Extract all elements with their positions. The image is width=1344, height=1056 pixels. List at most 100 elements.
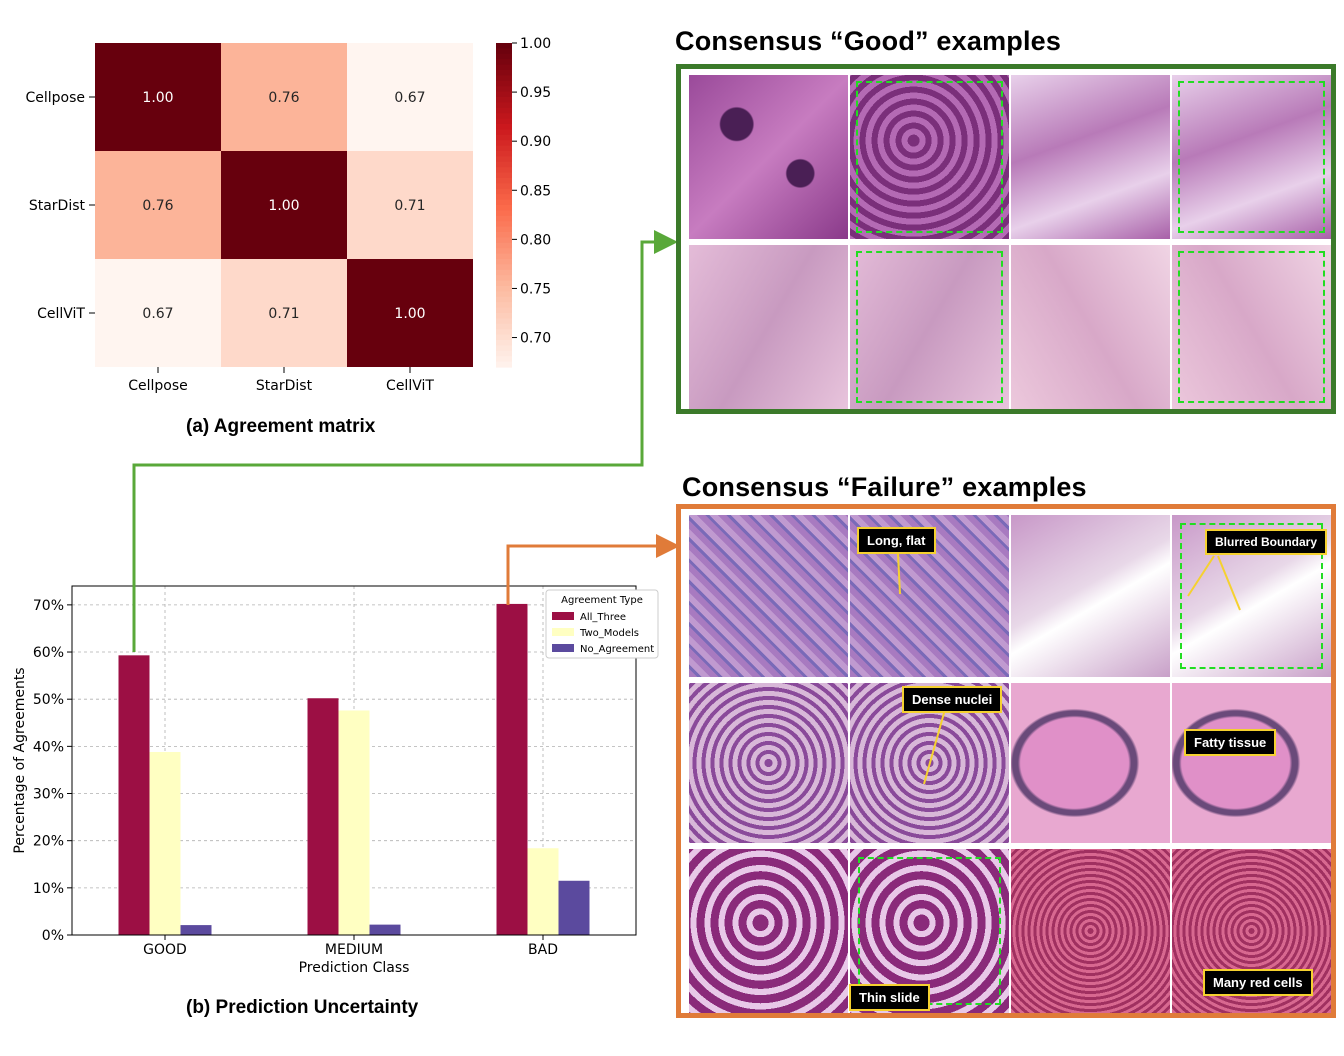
bar-no-agreement [369,924,401,935]
heatmap-cell [95,43,221,151]
colorbar-segment [496,226,512,233]
colorbar-segment [496,80,512,87]
good-tile-5 [689,245,848,409]
bar-no-agreement [558,880,590,935]
heatmap-col-label: Cellpose [128,378,188,394]
colorbar-segment [496,91,512,98]
bar-all-three [307,698,339,935]
colorbar-tick-label: 0.95 [520,85,551,101]
colorbar-segment [496,70,512,76]
failure-tile-11 [1011,849,1170,1013]
heatmap-cell [221,43,347,151]
y-tick-label: 20% [33,834,64,850]
colorbar-segment [496,59,512,66]
failure-tile-3 [1011,515,1170,677]
colorbar-segment [496,107,512,114]
x-tick-label: GOOD [143,942,187,958]
heatmap-value-label: 1.00 [268,198,299,214]
colorbar-segment [496,43,512,49]
colorbar-segment [496,194,512,201]
colorbar-segment [496,75,512,82]
legend-swatch [552,644,574,652]
colorbar-segment [496,118,512,125]
colorbar-segment [496,183,512,190]
callout-many-red-cells: Many red cells [1203,969,1313,996]
legend-label: Two_Models [579,628,639,639]
colorbar-segment [496,124,512,130]
legend-swatch [552,612,574,620]
heatmap-value-label: 0.76 [142,198,173,214]
colorbar-segment [496,237,512,244]
colorbar-segment [496,232,512,238]
callout-long-flat: Long, flat [857,527,936,554]
colorbar-segment [496,199,512,206]
colorbar-segment [496,167,512,174]
colorbar-segment [496,210,512,217]
heatmap-value-label: 1.00 [142,90,173,106]
good-tile-3 [1011,75,1170,239]
bar-all-three [496,603,528,935]
x-axis-label: Prediction Class [299,960,410,976]
heatmap-col-label: StarDist [256,378,313,394]
colorbar-segment [496,86,512,93]
colorbar-segment [496,172,512,179]
heatmap-value-label: 0.67 [394,90,425,106]
colorbar-tick-label: 0.75 [520,281,551,297]
colorbar-tick-label: 0.70 [520,331,551,347]
failure-examples-panel [676,504,1336,1018]
failure-tile-9 [689,849,848,1013]
good-tile-8-overlay [1172,245,1331,409]
colorbar-segment [496,205,512,211]
heatmap-value-label: 0.76 [268,90,299,106]
colorbar-segment [496,151,512,157]
colorbar-segment [496,291,512,298]
colorbar-segment [496,188,512,195]
colorbar-segment [496,129,512,136]
bar-two-models [527,848,559,935]
callout-fatty-tissue: Fatty tissue [1184,729,1277,756]
colorbar-segment [496,340,512,346]
colorbar-segment [496,275,512,282]
y-tick-label: 60% [33,645,64,661]
bar-two-models [338,710,370,935]
good-examples-title: Consensus “Good” examples [675,26,1062,56]
colorbar-segment [496,102,512,109]
colorbar-segment [496,296,512,303]
x-tick-label: BAD [528,942,558,958]
bar-no-agreement [180,925,212,935]
callout-thin-slide: Thin slide [849,984,930,1011]
colorbar-segment [496,356,512,363]
colorbar-segment [496,64,512,71]
good-examples-panel [676,64,1336,414]
colorbar-segment [496,307,512,314]
colorbar-segment [496,134,512,141]
heatmap-value-label: 0.71 [268,306,299,322]
failure-tile-5 [689,683,848,843]
legend-swatch [552,628,574,636]
colorbar-tick-label: 0.80 [520,232,551,248]
colorbar-segment [496,156,512,163]
colorbar-segment [496,302,512,309]
heatmap-row-label: StarDist [29,198,86,214]
colorbar-segment [496,313,512,319]
failure-examples-title: Consensus “Failure” examples [682,472,1087,502]
colorbar-segment [496,350,512,357]
legend-label: No_Agreement [580,644,654,655]
colorbar-segment [496,334,512,341]
colorbar-segment [496,259,512,265]
callout-blurred-boundary: Blurred Boundary [1205,529,1328,555]
x-tick-label: MEDIUM [325,942,383,958]
heatmap-row-label: Cellpose [25,90,85,106]
heatmap-cell [347,43,473,151]
legend-title: Agreement Type [561,595,643,606]
good-tile-6-overlay [850,245,1009,409]
heatmap-value-label: 0.67 [142,306,173,322]
colorbar-tick-label: 1.00 [520,36,551,52]
colorbar-segment [496,113,512,120]
colorbar-segment [496,145,512,152]
colorbar-segment [496,248,512,255]
colorbar-segment [496,318,512,325]
colorbar-segment [496,323,512,330]
good-tile-1 [689,75,848,239]
good-tile-2-overlay [850,75,1009,239]
